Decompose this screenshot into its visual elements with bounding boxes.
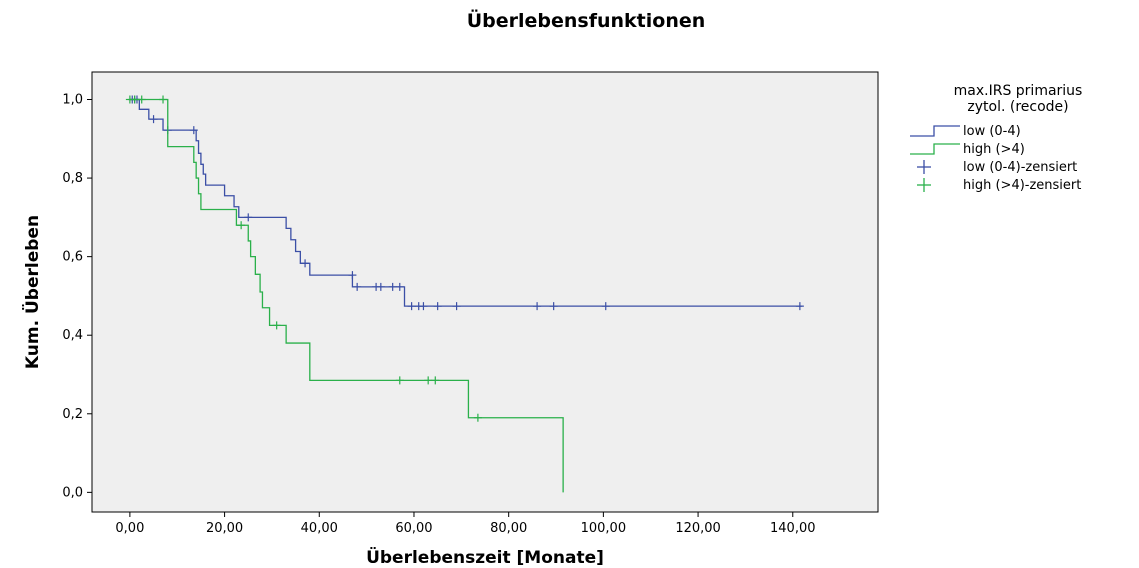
legend-label: low (0-4): [963, 124, 1021, 139]
censor-mark-1: [272, 321, 281, 330]
legend-entry: low (0-4)-zensiert: [917, 160, 1077, 175]
legend-entry: high (>4)-zensiert: [917, 178, 1081, 193]
legend-title-line-2: zytol. (recode): [967, 99, 1068, 115]
legend-entry: low (0-4): [910, 124, 1021, 139]
censor-mark-0: [189, 126, 198, 135]
censor-mark-1: [237, 221, 246, 230]
censor-mark-1: [431, 376, 440, 385]
censor-mark-0: [376, 282, 385, 291]
chart-title: Überlebensfunktionen: [467, 8, 706, 32]
censor-mark-1: [424, 376, 433, 385]
series-layer: [125, 95, 804, 493]
y-tick-label: 1,0: [62, 93, 83, 108]
censor-mark-1: [395, 376, 404, 385]
x-tick-label: 140,00: [770, 521, 816, 536]
legend-label: high (>4)-zensiert: [963, 178, 1081, 193]
censor-mark-0: [395, 282, 404, 291]
y-tick-label: 0,8: [62, 171, 83, 186]
censor-mark-0: [533, 302, 542, 311]
x-tick-label: 80,00: [490, 521, 527, 536]
y-tick-label: 0,0: [62, 485, 83, 500]
censor-mark-0: [549, 302, 558, 311]
censor-mark-1: [473, 413, 482, 422]
legend-label: high (>4): [963, 142, 1025, 157]
censor-mark-1: [137, 95, 146, 104]
censor-mark-0: [601, 302, 610, 311]
censor-mark-0: [388, 282, 397, 291]
x-tick-label: 20,00: [206, 521, 243, 536]
y-axis: 0,0 0,2 0,4 0,6 0,8 1,0: [62, 93, 92, 500]
x-tick-label: 40,00: [301, 521, 338, 536]
x-axis-label: Überlebenszeit [Monate]: [366, 546, 604, 568]
legend-step-swatch: [910, 143, 960, 155]
censor-mark-0: [407, 302, 416, 311]
legend: max.IRS primarius zytol. (recode) low (0…: [910, 83, 1082, 193]
censor-mark-1: [130, 95, 139, 104]
legend-label: low (0-4)-zensiert: [963, 160, 1077, 175]
y-tick-label: 0,2: [62, 407, 83, 422]
censor-mark-1: [159, 95, 168, 104]
y-tick-label: 0,4: [62, 328, 83, 343]
censor-mark-0: [353, 282, 362, 291]
x-tick-label: 60,00: [395, 521, 432, 536]
censor-mark-0: [795, 302, 804, 311]
censor-mark-0: [244, 213, 253, 222]
survival-line-1: [129, 98, 564, 493]
censor-mark-0: [433, 302, 442, 311]
plot-area: [91, 71, 879, 513]
x-tick-label: 0,00: [115, 521, 144, 536]
censor-mark-0: [348, 271, 357, 280]
x-tick-label: 100,00: [581, 521, 627, 536]
legend-step-swatch: [910, 125, 960, 137]
y-axis-label: Kum. Überleben: [21, 215, 43, 369]
legend-entry: high (>4): [910, 142, 1025, 157]
y-tick-label: 0,6: [62, 250, 83, 265]
legend-censor-swatch: [917, 178, 931, 192]
censor-mark-0: [452, 302, 461, 311]
legend-censor-swatch: [917, 160, 931, 174]
censor-mark-0: [149, 115, 158, 124]
legend-title-line-1: max.IRS primarius: [954, 83, 1083, 99]
x-axis: 0,00 20,00 40,00 60,00 80,00 100,00 120,00 140,…: [115, 512, 816, 536]
censor-mark-0: [419, 302, 428, 311]
censor-mark-0: [301, 259, 310, 268]
x-tick-label: 120,00: [675, 521, 721, 536]
